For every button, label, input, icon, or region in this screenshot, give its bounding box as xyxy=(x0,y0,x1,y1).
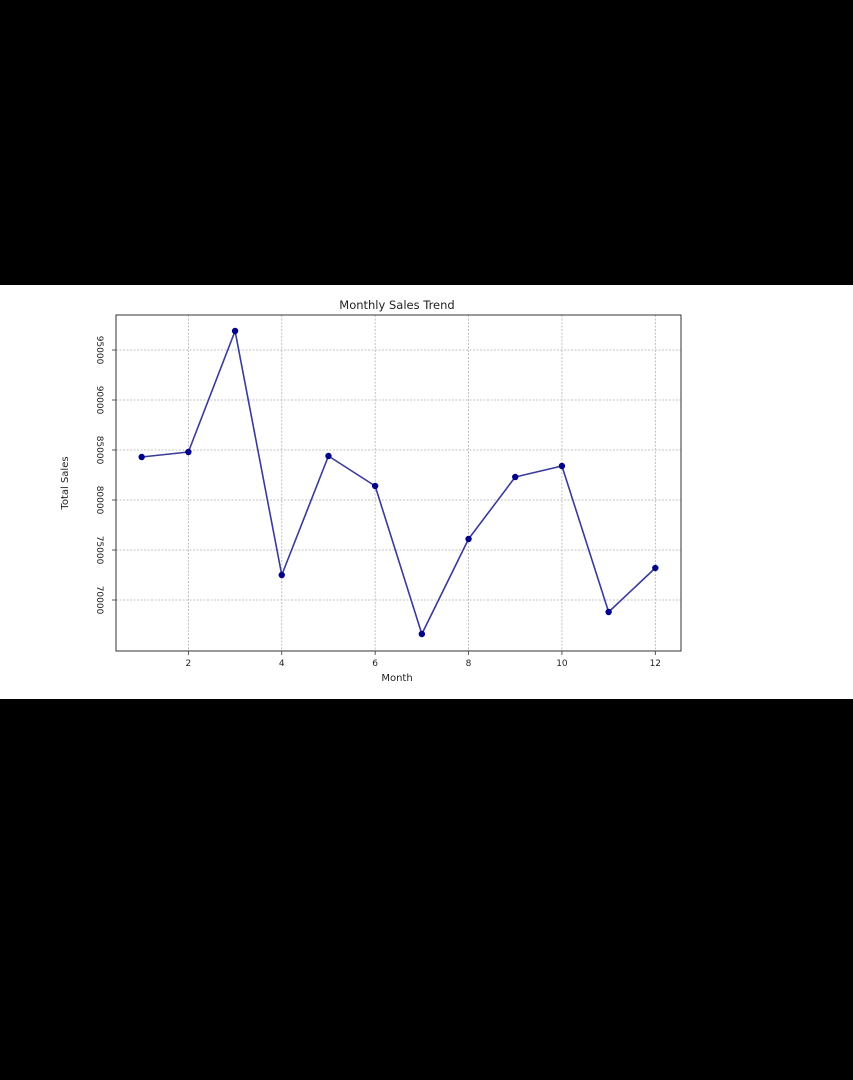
series-line xyxy=(141,330,656,635)
grid-lines xyxy=(116,315,681,651)
chart-panel: Monthly Sales Trend 2 4 6 8 10 12 70000 75000 8… xyxy=(0,285,853,699)
x-tick-label: 4 xyxy=(279,659,285,669)
data-point xyxy=(185,448,192,456)
y-axis-label: Total Sales xyxy=(60,456,71,510)
x-tick-label: 6 xyxy=(372,659,378,669)
data-point xyxy=(418,630,426,638)
y-tick-label: 90000 xyxy=(94,386,104,415)
x-tick-label: 8 xyxy=(466,659,472,669)
chart-title: Monthly Sales Trend xyxy=(339,298,454,312)
data-point xyxy=(231,327,239,335)
data-point xyxy=(138,453,145,461)
y-tick-label: 95000 xyxy=(94,336,104,365)
y-tick-label: 85000 xyxy=(94,436,104,465)
data-point xyxy=(605,608,612,616)
data-point xyxy=(558,462,566,470)
data-point xyxy=(325,452,332,460)
data-point xyxy=(278,571,285,579)
x-axis-ticks: 2 4 6 8 10 12 xyxy=(186,651,661,669)
data-point xyxy=(465,535,472,543)
x-tick-label: 10 xyxy=(556,659,568,669)
y-axis-ticks: 70000 75000 80000 85000 90000 95000 xyxy=(94,336,116,615)
data-point xyxy=(371,482,379,490)
line-chart: Monthly Sales Trend 2 4 6 8 10 12 70000 75000 8… xyxy=(60,298,682,684)
x-axis-label: Month xyxy=(381,673,412,684)
data-point xyxy=(512,473,519,481)
y-tick-label: 70000 xyxy=(94,586,104,615)
y-tick-label: 75000 xyxy=(94,536,104,565)
y-tick-label: 80000 xyxy=(94,486,104,515)
plot-frame xyxy=(115,314,682,652)
x-tick-label: 12 xyxy=(650,659,661,669)
plot-border xyxy=(115,314,682,652)
data-point xyxy=(652,564,659,572)
x-tick-label: 2 xyxy=(186,659,192,669)
series-layer xyxy=(138,327,659,638)
